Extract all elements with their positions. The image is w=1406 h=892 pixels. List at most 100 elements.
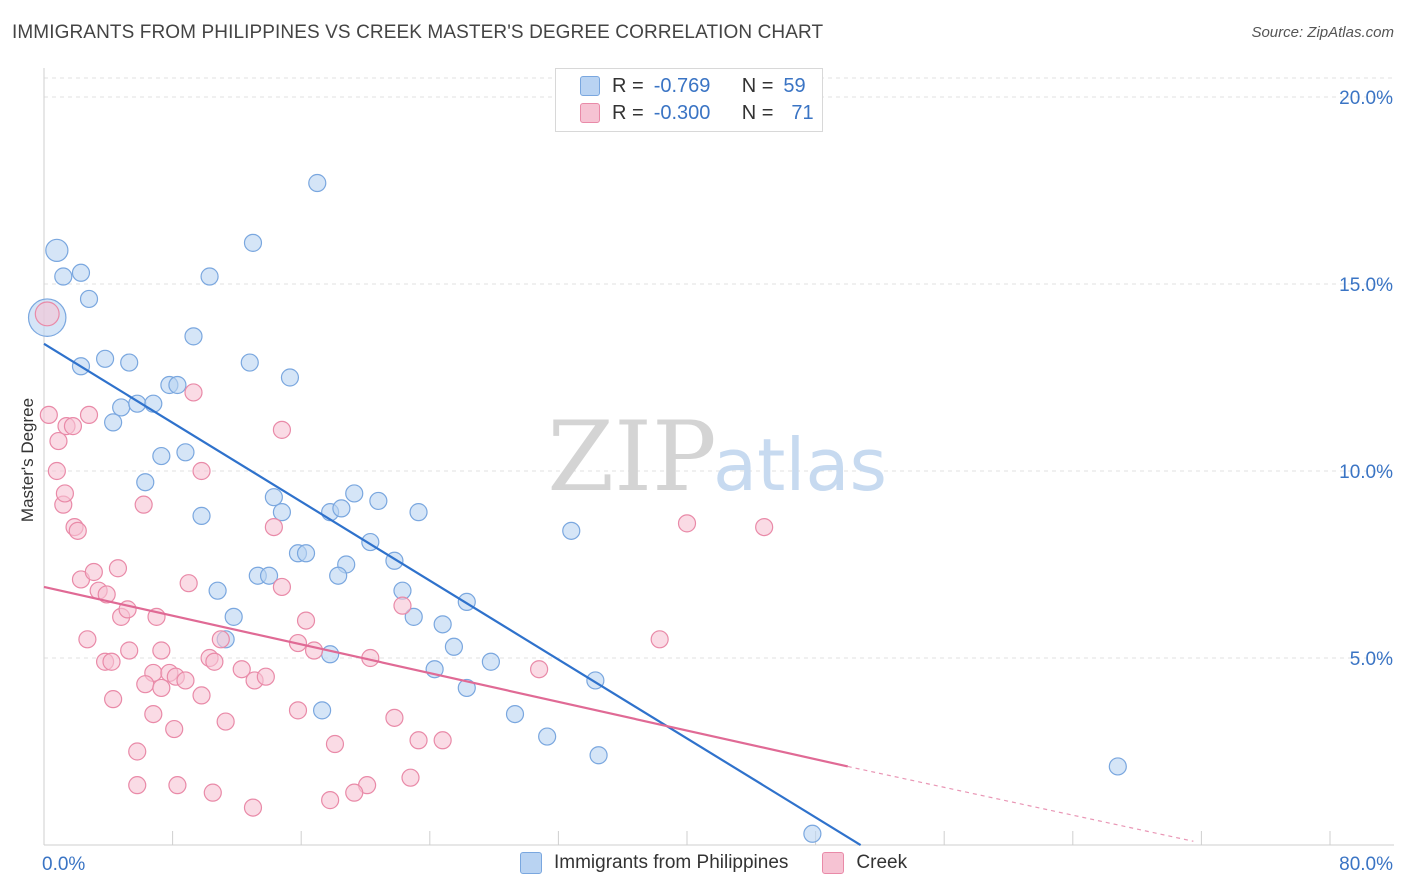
y-tick-label: 10.0% — [1339, 462, 1393, 483]
creek-point — [165, 719, 184, 739]
creek-point — [68, 521, 87, 540]
creek-point — [55, 484, 74, 503]
legend-label: Immigrants from Philippines — [554, 852, 789, 873]
creek-point — [134, 495, 153, 514]
philippines-point — [54, 267, 73, 286]
creek-point — [205, 652, 224, 671]
creek-point — [179, 574, 198, 593]
creek-point — [272, 577, 292, 597]
philippines-point — [45, 238, 69, 262]
creek-trend-extension — [847, 765, 1194, 842]
trend-lines — [43, 342, 1194, 846]
creek-trend-line — [43, 585, 848, 768]
philippines-point — [71, 263, 91, 282]
creek-point — [168, 776, 187, 795]
creek-point — [39, 405, 58, 424]
r-value: -0.769 — [653, 74, 711, 97]
y-tick-label: 5.0% — [1350, 649, 1393, 670]
creek-point — [345, 783, 364, 802]
chart-title: IMMIGRANTS FROM PHILIPPINES VS CREEK MAS… — [12, 22, 824, 43]
stats-row-philippines: R = -0.769 N = 59 — [580, 75, 806, 97]
stats-legend: R = -0.769 N = 59 R = -0.300 N = 71 — [555, 68, 823, 132]
philippines-point — [152, 446, 171, 466]
philippines-point — [404, 607, 423, 626]
y-tick-label: 20.0% — [1339, 88, 1393, 109]
philippines-point — [329, 566, 348, 585]
creek-point — [264, 517, 283, 537]
creek-point — [63, 417, 83, 436]
creek-point — [192, 686, 211, 705]
philippines-point — [345, 484, 364, 503]
creek-point — [49, 431, 68, 451]
tick-labels: 5.0% 10.0% 15.0% 20.0% 0.0% 80.0% — [42, 88, 1393, 875]
series-legend: Immigrants from Philippines Creek — [520, 852, 941, 874]
r-label: R = — [612, 74, 644, 97]
philippines-point — [112, 398, 131, 417]
philippines-point — [79, 289, 99, 309]
creek-point — [385, 708, 404, 727]
n-value: 71 — [791, 101, 814, 124]
philippines-point — [332, 499, 351, 518]
philippines-point — [589, 746, 608, 765]
creek-point — [104, 690, 123, 709]
legend-item-philippines[interactable]: Immigrants from Philippines — [520, 852, 788, 874]
philippines-point — [280, 368, 300, 387]
y-tick-label: 15.0% — [1339, 275, 1393, 296]
philippines-point — [312, 701, 332, 720]
creek-point — [136, 675, 155, 694]
philippines-point — [321, 645, 340, 664]
watermark: ZIP atlas — [547, 401, 887, 513]
creek-point — [272, 420, 292, 439]
creek-point — [128, 776, 147, 795]
philippines-point — [168, 375, 187, 395]
pink-swatch-icon — [822, 852, 845, 874]
n-label: N = — [741, 101, 774, 124]
philippines-point — [272, 503, 292, 522]
creek-point — [530, 660, 549, 679]
pink-swatch-icon — [580, 103, 600, 123]
r-label: R = — [612, 101, 644, 124]
blue-swatch-icon — [580, 76, 600, 96]
creek-point — [325, 734, 345, 754]
philippines-point — [240, 353, 259, 372]
creek-point — [755, 517, 774, 537]
creek-point — [409, 731, 428, 750]
creek-point — [102, 652, 121, 671]
philippines-point — [259, 566, 279, 585]
philippines-point — [104, 413, 123, 432]
philippines-point — [95, 349, 115, 368]
philippines-point — [264, 488, 283, 507]
watermark-zip: ZIP — [547, 401, 716, 513]
creek-point — [304, 641, 324, 660]
legend-item-creek[interactable]: Creek — [822, 852, 907, 874]
creek-point — [216, 712, 235, 731]
philippines-point — [433, 615, 452, 634]
creek-point — [152, 678, 171, 698]
philippines-point — [243, 233, 263, 252]
creek-point — [288, 701, 308, 720]
creek-point — [84, 562, 103, 582]
n-label: N = — [741, 74, 774, 97]
source-label: Source: ZipAtlas.com — [1251, 24, 1394, 41]
philippines-point — [308, 173, 327, 193]
legend-label: Creek — [856, 852, 908, 873]
axes — [43, 68, 1394, 846]
philippines-point — [369, 491, 388, 511]
philippines-point — [481, 652, 500, 671]
x-tick-label: 80.0% — [1339, 854, 1393, 875]
creek-point — [78, 630, 97, 649]
creek-point — [120, 641, 139, 660]
creek-point — [243, 798, 263, 817]
creek-point — [34, 301, 60, 327]
philippines-point — [409, 503, 428, 522]
philippines-point — [296, 544, 316, 563]
creek-point — [393, 596, 412, 615]
creek-point — [97, 585, 116, 604]
blue-swatch-icon — [520, 852, 542, 874]
philippines-point — [136, 473, 155, 492]
creek-point — [677, 514, 697, 533]
philippines-point — [224, 607, 243, 626]
philippines-point — [200, 267, 219, 286]
creek-point — [433, 731, 452, 750]
